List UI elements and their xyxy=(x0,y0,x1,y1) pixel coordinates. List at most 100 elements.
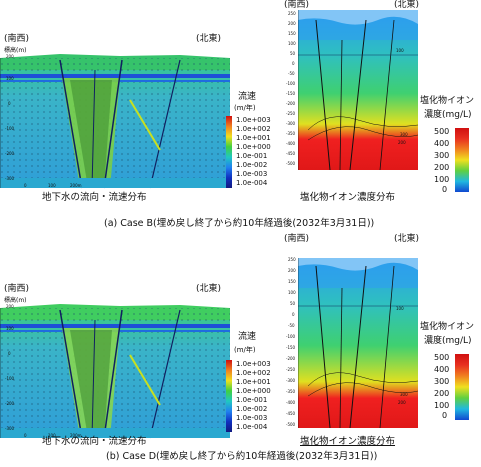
chloride-y-tick: -300 xyxy=(286,121,296,126)
flow-legend-value: 1.0e+003 xyxy=(236,360,271,368)
chloride-y-tick: -450 xyxy=(286,151,296,156)
flow-y-tick: 0 xyxy=(8,101,11,106)
flow-x-tick: 100 xyxy=(48,183,56,188)
chloride-y-tick: -250 xyxy=(286,111,296,116)
chloride-y-tick: -400 xyxy=(286,141,296,146)
chloride-y-tick: -50 xyxy=(288,71,295,76)
flow-y-tick: -300 xyxy=(5,426,15,431)
chloride-legend-value: 500 xyxy=(434,127,450,136)
chloride-y-tick: 200 xyxy=(288,21,296,26)
flow-y-tick: -300 xyxy=(5,176,15,181)
chloride-y-tick: 200 xyxy=(288,268,296,273)
chloride-y-tick: -150 xyxy=(286,91,296,96)
chloride-y-tick: 0 xyxy=(292,61,295,66)
flow-axis-title: 標高(m) xyxy=(4,47,27,54)
chloride-legend-value: 500 xyxy=(434,353,450,362)
chloride-y-tick: -500 xyxy=(286,422,296,427)
flow-x-tick: 200m xyxy=(70,433,82,438)
flow-dir-right: (北東) xyxy=(196,284,222,294)
flow-section-image xyxy=(0,54,230,189)
chloride-legend-value: 100 xyxy=(434,401,450,410)
chloride-dir-left: (南西) xyxy=(284,234,310,244)
flow-legend-value: 1.0e-004 xyxy=(236,179,268,187)
chloride-y-tick: 100 xyxy=(288,290,296,295)
chloride-caption: 塩化物イオン濃度分布 xyxy=(300,192,396,203)
chloride-y-tick: -50 xyxy=(288,323,295,328)
chloride-y-tick: 250 xyxy=(288,257,296,262)
chloride-y-tick: 100 xyxy=(288,41,296,46)
flow-dir-left: (南西) xyxy=(4,34,30,44)
case-d-flow-panel: (南西) (北東) 標高(m) 200 100 0 - xyxy=(0,250,256,450)
chloride-legend-value: 200 xyxy=(434,389,450,398)
chloride-y-tick: -200 xyxy=(286,101,296,106)
chloride-legend-value: 400 xyxy=(434,139,450,148)
flow-legend-value: 1.0e-003 xyxy=(236,170,268,178)
chloride-legend-value: 400 xyxy=(434,365,450,374)
chloride-legend-value: 100 xyxy=(434,175,450,184)
flow-legend-value: 1.0e-004 xyxy=(236,423,268,431)
flow-y-tick: 100 xyxy=(6,326,14,331)
chloride-legend-unit: 濃度(mg/L) xyxy=(424,336,472,346)
flow-section-image xyxy=(0,304,230,439)
flow-y-tick: 200 xyxy=(6,54,14,59)
flow-y-tick: 100 xyxy=(6,76,14,81)
chloride-y-tick: 0 xyxy=(292,312,295,317)
chloride-legend-value: 0 xyxy=(442,411,448,420)
chloride-contour-label: 200 xyxy=(398,140,406,145)
flow-caption: 地下水の流向・流速分布 xyxy=(42,192,147,203)
chloride-y-tick: -150 xyxy=(286,345,296,350)
flow-x-tick: 0 xyxy=(24,433,27,438)
flow-legend-value: 1.0e+001 xyxy=(236,134,271,142)
chloride-legend-value: 300 xyxy=(434,377,450,386)
chloride-section-image xyxy=(298,10,418,170)
case-b-flow-panel: (南西) (北東) 標高(m) 200 100 0 - xyxy=(0,0,256,210)
chloride-y-tick: 250 xyxy=(288,11,296,16)
chloride-y-tick: -300 xyxy=(286,378,296,383)
flow-dir-right: (北東) xyxy=(196,34,222,44)
flow-legend-value: 1.0e-001 xyxy=(236,396,268,404)
chloride-dir-right: (北東) xyxy=(394,0,420,10)
flow-x-tick: 200m xyxy=(70,183,82,188)
chloride-y-tick: -250 xyxy=(286,367,296,372)
chloride-section-image xyxy=(298,258,418,428)
chloride-dir-left: (南西) xyxy=(284,0,310,10)
flow-y-tick: 0 xyxy=(8,351,11,356)
case-b-chloride-panel: (南西) (北東) 100 300 200 塩化物イオン濃度分布 250 200… xyxy=(280,0,480,210)
flow-x-tick: 100 xyxy=(48,433,56,438)
chloride-y-tick: -350 xyxy=(286,389,296,394)
flow-caption: 地下水の流向・流速分布 xyxy=(42,436,147,447)
case-b-caption: (a) Case B(埋め戻し終了から約10年経過後(2032年3月31日)) xyxy=(104,218,375,229)
chloride-contour-label: 300 xyxy=(400,392,408,397)
chloride-dir-right: (北東) xyxy=(394,234,420,244)
chloride-contour-label: 200 xyxy=(398,400,406,405)
chloride-y-tick: 150 xyxy=(288,31,296,36)
flow-legend-title: 流速 xyxy=(238,92,257,102)
chloride-legend-unit: 濃度(mg/L) xyxy=(424,110,472,120)
flow-legend-value: 1.0e+002 xyxy=(236,369,271,377)
flow-y-tick: -200 xyxy=(5,151,15,156)
flow-legend-value: 1.0e-002 xyxy=(236,405,268,413)
flow-legend-value: 1.0e-001 xyxy=(236,152,268,160)
flow-axis-title: 標高(m) xyxy=(4,297,27,304)
chloride-y-tick: 50 xyxy=(290,51,296,56)
case-d-caption: (b) Case D(埋め戻し終了から約10年経過後(2032年3月31日)) xyxy=(106,451,378,462)
flow-legend-value: 1.0e+000 xyxy=(236,143,271,151)
flow-y-tick: 200 xyxy=(6,304,14,309)
flow-legend-value: 1.0e+003 xyxy=(236,116,271,124)
chloride-y-tick: -500 xyxy=(286,161,296,166)
flow-y-tick: -100 xyxy=(5,376,15,381)
case-d-chloride-colorbar xyxy=(455,354,469,420)
chloride-y-tick: -100 xyxy=(286,334,296,339)
flow-legend-unit: (m/年) xyxy=(234,346,256,354)
chloride-y-tick: -350 xyxy=(286,131,296,136)
flow-legend-value: 1.0e+000 xyxy=(236,387,271,395)
flow-legend-unit: (m/年) xyxy=(234,104,256,112)
flow-legend-value: 1.0e-003 xyxy=(236,414,268,422)
flow-legend-value: 1.0e+001 xyxy=(236,378,271,386)
chloride-y-tick: -100 xyxy=(286,81,296,86)
case-d-flow-colorbar xyxy=(226,360,232,432)
chloride-caption: 塩化物イオン濃度分布 xyxy=(300,436,396,447)
case-b-flow-colorbar xyxy=(226,116,232,188)
case-d-chloride-panel: (南西) (北東) 100 300 200 塩化物イオン濃度分布 250 200… xyxy=(280,232,480,452)
flow-x-tick: 0 xyxy=(24,183,27,188)
